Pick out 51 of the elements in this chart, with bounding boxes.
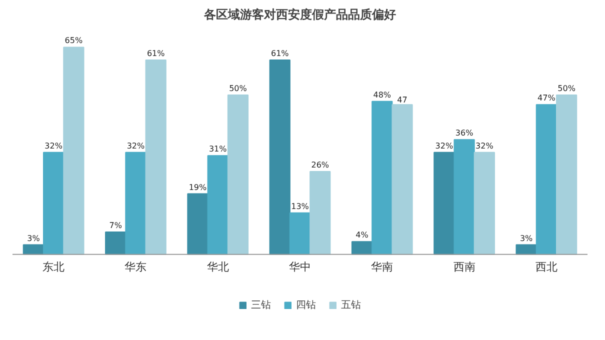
bar bbox=[125, 152, 146, 255]
data-label: 50% bbox=[558, 84, 576, 94]
bar bbox=[289, 212, 311, 255]
bar bbox=[434, 152, 455, 255]
data-label: 32% bbox=[435, 141, 454, 150]
data-label: 3% bbox=[27, 234, 40, 243]
bar bbox=[43, 152, 64, 255]
bar bbox=[351, 241, 373, 255]
data-label: 13% bbox=[291, 202, 310, 211]
data-label: 3% bbox=[520, 234, 534, 243]
data-label: 7% bbox=[109, 221, 122, 230]
x-tick-label: 西南 bbox=[453, 260, 476, 274]
x-tick-label: 华中 bbox=[289, 260, 311, 274]
data-label: 50% bbox=[229, 84, 248, 94]
data-label: 31% bbox=[208, 144, 228, 154]
bar bbox=[536, 104, 557, 255]
data-label: 65% bbox=[64, 36, 83, 46]
bar bbox=[372, 100, 393, 255]
data-label: 47 bbox=[397, 96, 408, 105]
bar bbox=[474, 152, 495, 255]
bar bbox=[454, 139, 475, 255]
legend-label: 四钻 bbox=[296, 299, 316, 312]
data-label: 61% bbox=[146, 48, 166, 58]
bar bbox=[63, 46, 84, 255]
bar bbox=[310, 171, 331, 255]
x-tick-label: 华南 bbox=[371, 260, 394, 274]
bar bbox=[207, 155, 228, 255]
bar bbox=[105, 232, 126, 255]
x-tick-label: 华东 bbox=[124, 260, 147, 274]
legend-label: 三钻 bbox=[251, 299, 271, 312]
legend-label: 五钻 bbox=[341, 299, 361, 312]
x-tick-label: 华北 bbox=[206, 260, 229, 274]
bar bbox=[145, 59, 166, 255]
data-label: 61% bbox=[270, 48, 290, 58]
bar bbox=[392, 104, 413, 255]
bar bbox=[269, 59, 290, 255]
bar bbox=[187, 193, 208, 255]
data-label: 48% bbox=[373, 90, 392, 100]
data-label: 4% bbox=[356, 230, 369, 240]
bar bbox=[556, 94, 578, 255]
x-tick-label: 东北 bbox=[42, 260, 65, 274]
data-label: 26% bbox=[311, 160, 330, 170]
data-label: 47% bbox=[538, 94, 556, 103]
data-label: 32% bbox=[476, 141, 494, 150]
x-tick-label: 西北 bbox=[535, 260, 558, 274]
data-label: 36% bbox=[455, 128, 474, 138]
chart-title: 各区域游客对西安度假产品品质偏好 bbox=[203, 8, 396, 22]
data-label: 32% bbox=[126, 141, 146, 150]
data-label: 19% bbox=[188, 182, 208, 192]
data-label: 32% bbox=[44, 141, 63, 150]
bar bbox=[227, 94, 249, 255]
